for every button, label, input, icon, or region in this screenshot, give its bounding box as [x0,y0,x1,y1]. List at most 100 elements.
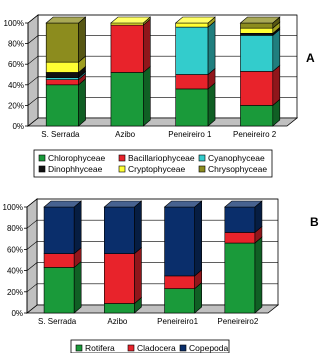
bar-segment [175,88,209,127]
bar-segment [43,206,75,254]
bar-segment [110,22,144,26]
bar-segment [175,26,209,75]
bar-top [110,16,152,24]
legend-swatch [38,165,46,173]
y-tick-label: 40% [7,267,23,276]
bar-segment [43,267,75,314]
bar-segment [164,206,195,277]
bar-top [103,200,143,208]
x-tick-label: Azibo [115,130,136,139]
y-tick-label: 100% [3,203,23,212]
x-tick-label: S. Serrada [41,130,80,139]
bar-segment-side [254,236,263,314]
y-tick-label: 100% [4,19,24,28]
bar-segment [45,77,79,80]
bar-segment [104,303,135,314]
bar-segment [224,242,256,314]
legend-swatch [198,165,206,173]
bar-segment [45,22,79,63]
bar-top [174,16,216,24]
y-tick-label: 40% [8,81,24,90]
bar-segment-side [194,200,202,277]
bar-segment [175,22,209,28]
legend-label: Cyanophyceae [208,153,265,163]
bar-segment [45,84,79,127]
legend-swatch [38,154,46,162]
gridline [26,198,278,208]
legend-swatch [118,154,126,162]
bar-top [239,16,281,24]
bar-segment [240,22,274,29]
legend-label: Cryptophyceae [128,164,185,174]
legend-box [33,149,273,178]
bar-segment [45,72,79,78]
y-tick-label: 0% [12,122,24,131]
bar-segment [240,35,274,72]
bar-segment-side [207,20,216,76]
legend-swatch [179,344,187,352]
bar-segment [240,27,274,34]
legend-label: Copepoda [189,343,229,353]
x-tick-label: Peneireiro1 [157,317,198,326]
bar-segment-side [134,246,142,305]
bar-segment [164,275,195,289]
bar-segment [240,71,274,106]
legend-label: Dinophhyceae [48,164,103,174]
bar-segment-side [78,16,86,63]
panel-label: A [306,51,315,65]
legend-swatch [198,154,206,162]
chart-side-wall [26,198,38,314]
bar-segment-side [143,65,151,127]
y-tick-label: 60% [8,60,24,69]
bar-top [45,16,87,24]
x-tick-label: Peneireiro2 [217,317,258,326]
bar-segment-side [143,18,151,74]
panel-label: B [310,215,319,229]
y-tick-label: 0% [11,309,23,318]
bar-segment-side [73,260,82,314]
bar-segment [45,79,79,86]
legend-swatch [75,344,83,352]
legend-swatch [127,344,135,352]
y-tick-label: 20% [8,101,24,110]
chart-panel-a: 0% 20% 40% 60% 80% 100% S. Serrada Azibo Peneire… [4,14,315,178]
bar-segment [240,32,274,36]
y-tick-label: 80% [8,40,24,49]
bar-segment-side [272,28,281,73]
bar-segment [224,206,256,233]
bar-segment-side [73,200,82,255]
bar-top [163,200,203,208]
y-tick-label: 80% [7,224,23,233]
bar-segment-side [272,64,281,107]
bar-segment [164,288,195,314]
x-tick-label: Peneireiro 2 [233,130,277,139]
x-tick-label: S. Serrada [38,317,77,326]
bar-segment [43,253,75,268]
legend-label: Chrysophyceae [208,164,267,174]
x-tick-label: Peneireiro 1 [168,130,212,139]
legend-label: Cladocera [137,343,176,353]
chart-panel-b: 0% 20% 40% 60% 80% 100% S. Serrada Azibo Peneire… [3,198,319,353]
bar-segment [224,232,256,244]
gridline [27,14,297,24]
bar-segment-side [207,82,216,127]
bar-segment [175,74,209,90]
bar-top [224,200,263,208]
bar-top [43,200,82,208]
y-tick-label: 60% [7,245,23,254]
bar-segment-side [134,200,142,255]
chart-side-wall [27,14,39,127]
x-tick-label: Azibo [107,317,128,326]
bar-segment [110,24,144,73]
legend-label: Rotifera [85,343,115,353]
y-tick-label: 20% [7,288,23,297]
bar-segment-side [78,78,86,127]
bar-segment [104,253,135,304]
legend-swatch [118,165,126,173]
bar-segment [45,61,79,73]
bar-segment [240,105,274,127]
bar-segment [110,72,144,127]
legend-box [70,339,230,353]
bar-segment [104,206,135,254]
